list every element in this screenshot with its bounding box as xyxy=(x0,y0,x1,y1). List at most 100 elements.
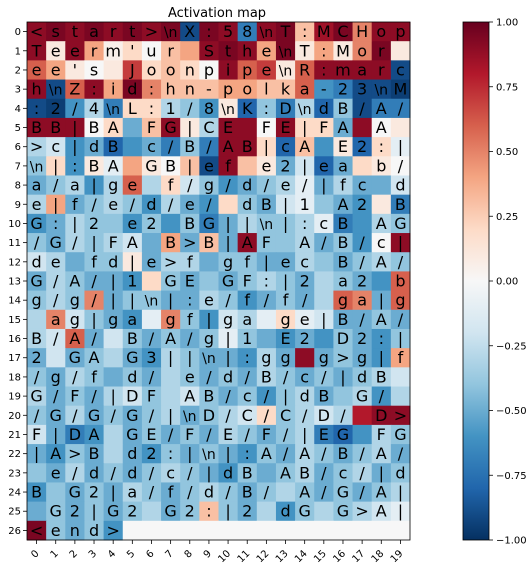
heatmap-cell-token: \n xyxy=(221,102,235,118)
heatmap-cell xyxy=(46,137,66,157)
heatmap-cell xyxy=(237,117,258,138)
heatmap-cell xyxy=(218,367,239,388)
heatmap-cell xyxy=(295,117,315,138)
heatmap-cell-token: A xyxy=(299,137,310,156)
heatmap-cell xyxy=(180,386,200,407)
heatmap-cell-token: | xyxy=(225,214,230,233)
heatmap-cell-token: f xyxy=(340,176,346,195)
heatmap-cell-token: > xyxy=(394,406,407,425)
heatmap-cell xyxy=(314,328,334,349)
heatmap-cell-token: C xyxy=(242,406,253,425)
heatmap-cell-token: n xyxy=(185,60,195,79)
heatmap-cell-token: | xyxy=(398,137,403,156)
heatmap-cell-token: c xyxy=(377,233,386,252)
heatmap-cell xyxy=(275,156,296,176)
heatmap-cell xyxy=(352,175,373,196)
heatmap-cell xyxy=(84,463,105,483)
heatmap-cell-token: o xyxy=(357,41,367,60)
heatmap-cell-token: e xyxy=(51,521,61,540)
heatmap-cell-token: > xyxy=(106,521,119,540)
heatmap-cell-token: G xyxy=(30,272,42,291)
heatmap-cell-token: r xyxy=(110,22,117,41)
heatmap-cell xyxy=(161,367,181,388)
heatmap-cell-token: / xyxy=(302,291,308,310)
heatmap-cell xyxy=(218,213,239,234)
heatmap-cell-token: 2 xyxy=(242,502,252,521)
heatmap-cell xyxy=(314,213,334,234)
y-tick-label: 11 xyxy=(8,238,21,249)
heatmap-cell xyxy=(84,271,105,292)
x-tick-label: 0 xyxy=(29,548,41,560)
heatmap-cell xyxy=(314,348,334,368)
heatmap-cell-token: / xyxy=(168,425,174,444)
heatmap-cell-token: F xyxy=(147,387,156,406)
heatmap-cell-token: / xyxy=(206,367,212,386)
heatmap-cell xyxy=(199,348,219,368)
heatmap-cell xyxy=(122,213,143,234)
heatmap-cell xyxy=(371,328,392,349)
heatmap-cell-token: / xyxy=(398,310,404,329)
heatmap-cell-token: 2 xyxy=(51,99,61,118)
heatmap-cell-token: e xyxy=(127,176,137,195)
y-tick-label: 3 xyxy=(15,85,21,96)
heatmap-cell xyxy=(333,520,354,541)
colorbar-tick-label: 0.25 xyxy=(496,212,518,223)
y-tick-label: 19 xyxy=(8,392,21,403)
heatmap-cell xyxy=(352,79,373,100)
heatmap-cell xyxy=(333,482,354,503)
heatmap-cell-token: F xyxy=(262,425,271,444)
heatmap-cell xyxy=(180,213,200,234)
heatmap-cell xyxy=(275,175,296,196)
heatmap-cell-token: n xyxy=(70,521,80,540)
heatmap-cell-token: e xyxy=(127,214,137,233)
heatmap-cell xyxy=(141,79,162,100)
heatmap-cell xyxy=(180,482,200,503)
colorbar: 1.00 0.75 0.50 0.25 0.00 −0.25 −0.50 −0.75 −1.00 xyxy=(462,18,527,547)
heatmap-cell-token: / xyxy=(359,99,365,118)
heatmap-cell xyxy=(180,501,200,522)
heatmap-cell-token: d xyxy=(127,367,137,386)
heatmap-cell-token: \n xyxy=(279,44,293,60)
heatmap-cell xyxy=(84,424,105,445)
heatmap-cell xyxy=(141,444,162,464)
heatmap-cell-token: G xyxy=(164,118,176,137)
heatmap-cell-token: / xyxy=(149,329,155,348)
heatmap-cell-token: | xyxy=(130,291,135,310)
heatmap-cell-token: \n xyxy=(106,102,120,118)
heatmap-cell xyxy=(218,60,239,81)
heatmap-cell-token: b xyxy=(395,272,405,291)
heatmap-cell xyxy=(237,348,258,368)
heatmap-cell xyxy=(275,22,296,42)
heatmap-cell xyxy=(256,156,277,176)
heatmap-cell xyxy=(352,424,373,445)
heatmap-cell xyxy=(275,520,296,541)
heatmap-cell-token: \n xyxy=(30,159,44,175)
heatmap-cell xyxy=(390,213,411,234)
heatmap-cell-token: a xyxy=(338,156,348,175)
heatmap-cell-token: f xyxy=(168,483,174,502)
heatmap-cell xyxy=(122,444,143,464)
heatmap-cell xyxy=(180,98,200,119)
heatmap-cell-token: B xyxy=(31,483,42,502)
heatmap-cell xyxy=(237,213,258,234)
heatmap-cell xyxy=(141,98,162,119)
heatmap-cell xyxy=(103,79,124,100)
heatmap-cell xyxy=(295,424,315,445)
heatmap-cell-token: 8 xyxy=(242,22,252,41)
heatmap-cell-token: F xyxy=(262,118,271,137)
heatmap-cell-token: / xyxy=(225,291,231,310)
heatmap-cell xyxy=(84,501,105,522)
heatmap-cell xyxy=(256,386,277,407)
heatmap-cell-token: | xyxy=(168,406,173,425)
heatmap-cell-token: c xyxy=(300,252,309,271)
y-tick-label: 21 xyxy=(8,430,21,441)
heatmap-cell xyxy=(275,60,296,81)
heatmap-cell xyxy=(122,271,143,292)
heatmap-cell-token: B xyxy=(31,329,42,348)
heatmap-cell xyxy=(27,482,47,503)
heatmap-cell xyxy=(218,194,239,215)
heatmap-cell xyxy=(122,117,143,138)
heatmap-cell xyxy=(46,98,66,119)
heatmap-cell-token: | xyxy=(283,214,288,233)
heatmap-cell xyxy=(103,444,124,464)
